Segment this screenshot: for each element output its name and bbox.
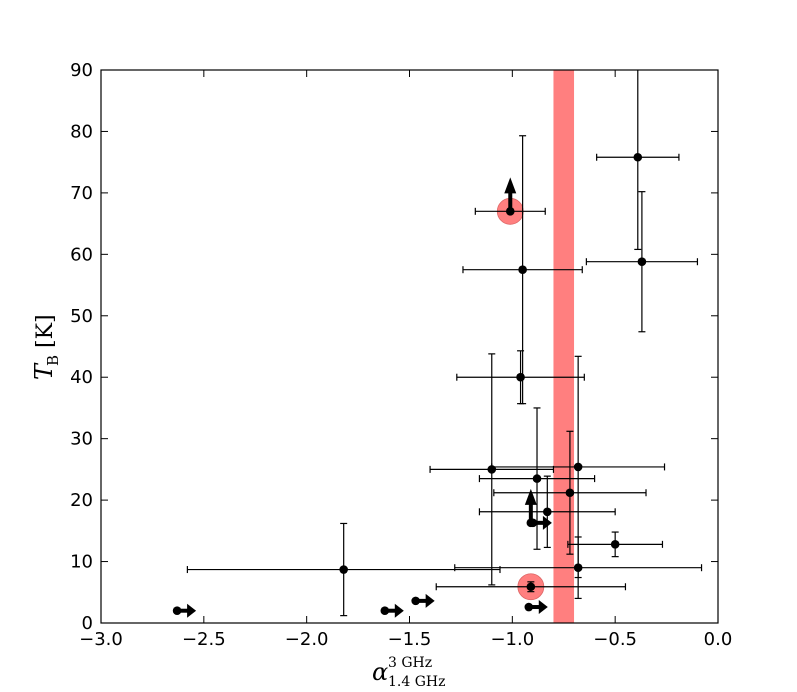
y-tick-label: 70 (70, 183, 93, 204)
x-tick-label: −2.0 (285, 629, 329, 650)
data-point (526, 518, 536, 528)
data-point (573, 462, 583, 472)
upper-limit-arrow-head (524, 488, 537, 505)
y-tick-label: 60 (70, 244, 93, 265)
x-tick-label: −1.0 (490, 629, 534, 650)
x-axis-label-subscript: 1.4 GHz (388, 674, 445, 690)
y-axis-label: TB [K] (30, 314, 62, 380)
y-tick-label: 0 (82, 613, 93, 634)
data-point (532, 474, 542, 483)
data-point (637, 257, 647, 267)
right-limit-arrow-head (394, 603, 404, 618)
data-point (516, 372, 525, 382)
upper-limit-arrow-head (504, 177, 517, 194)
y-tick-label: 30 (70, 429, 93, 450)
y-tick-label: 10 (70, 552, 93, 573)
data-point (411, 596, 420, 606)
data-point (172, 606, 182, 616)
spectral-index-band-layer (553, 70, 575, 623)
data-point (518, 265, 527, 274)
y-axis-label-group: TB [K] (30, 314, 62, 380)
data-point (573, 563, 583, 572)
data-point (380, 606, 390, 616)
right-limit-arrow-head (538, 600, 548, 615)
y-axis-label-unit: [K] (33, 314, 58, 348)
y-tick-label: 20 (70, 490, 93, 511)
data-point (565, 488, 575, 498)
y-tick-label: 80 (70, 121, 93, 142)
x-tick-label: −3.0 (79, 629, 123, 650)
data-point (542, 507, 552, 517)
y-axis-label-symbol: T (30, 362, 58, 380)
y-tick-label: 40 (70, 367, 93, 388)
right-limit-arrow-head (542, 515, 552, 530)
data-point (505, 207, 515, 216)
x-tick-label: −1.5 (388, 629, 432, 650)
data-point-layer (172, 152, 647, 616)
y-tick-label: 50 (70, 306, 93, 327)
spectral-index-band (553, 70, 575, 623)
right-limit-arrow-head (425, 593, 435, 608)
limit-arrow-layer (177, 177, 552, 618)
x-tick-label: −0.5 (593, 629, 637, 650)
x-axis-label-superscript: 3 GHz (388, 655, 432, 671)
plot-frame (100, 69, 719, 624)
y-axis-label-subscript: B (44, 355, 62, 366)
data-point (526, 582, 536, 592)
data-point (524, 602, 534, 612)
errorbar-layer (186, 70, 703, 617)
x-tick-label: 0.0 (704, 629, 733, 650)
data-point (339, 565, 348, 574)
tick-layer: −3.0 −2.5 −2.0 −1.5 −1.0 −0.5 0.0 0 10 20 30 40 50 60… (70, 60, 732, 650)
right-limit-arrow-head (187, 603, 197, 618)
x-axis-label-symbol: α (372, 658, 388, 686)
data-point (610, 540, 620, 549)
data-point (633, 152, 643, 162)
y-tick-label: 90 (70, 60, 93, 81)
x-tick-label: −2.5 (182, 629, 226, 650)
data-point (487, 465, 497, 474)
